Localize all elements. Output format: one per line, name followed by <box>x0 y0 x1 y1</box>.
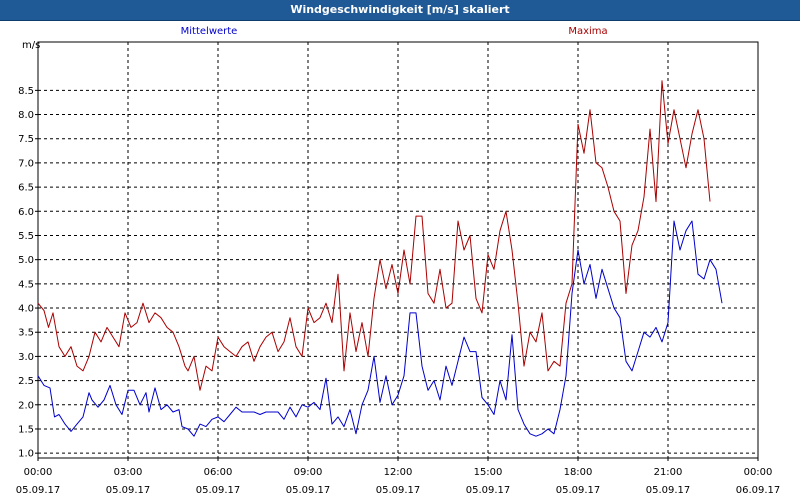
y-tick-label: 1.5 <box>18 424 34 435</box>
x-tick-date-label: 06.09.17 <box>736 485 781 496</box>
x-tick-time-label: 15:00 <box>474 467 503 478</box>
x-tick-time-label: 09:00 <box>294 467 323 478</box>
chart-title: Windgeschwindigkeit [m/s] skaliert <box>290 3 510 16</box>
x-tick-time-label: 00:00 <box>24 467 53 478</box>
legend-maxima: Maxima <box>568 26 607 37</box>
legend-mittelwerte: Mittelwerte <box>181 26 238 37</box>
window-title-bar: Windgeschwindigkeit [m/s] skaliert <box>0 0 800 21</box>
x-tick-time-label: 12:00 <box>384 467 413 478</box>
x-tick-time-label: 03:00 <box>114 467 143 478</box>
y-tick-label: 4.5 <box>18 279 34 290</box>
x-tick-date-label: 05.09.17 <box>16 485 61 496</box>
y-tick-label: 5.5 <box>18 231 34 242</box>
y-tick-label: 7.0 <box>18 158 34 169</box>
x-tick-date-label: 05.09.17 <box>106 485 151 496</box>
x-tick-time-label: 06:00 <box>204 467 233 478</box>
y-tick-label: 5.0 <box>18 255 34 266</box>
y-tick-label: 3.5 <box>18 328 34 339</box>
plot-area <box>37 41 759 459</box>
x-tick-date-label: 05.09.17 <box>286 485 331 496</box>
y-tick-label: 8.5 <box>18 86 34 97</box>
series-lines <box>37 80 723 437</box>
x-tick-date-label: 05.09.17 <box>376 485 421 496</box>
x-tick-time-label: 00:00 <box>744 467 773 478</box>
y-axis-unit-label: m/s <box>22 40 40 51</box>
y-tick-label: 2.5 <box>18 376 34 387</box>
y-tick-label: 2.0 <box>18 400 34 411</box>
x-tick-time-label: 21:00 <box>654 467 683 478</box>
y-tick-label: 6.5 <box>18 183 34 194</box>
x-tick-time-label: 18:00 <box>564 467 593 478</box>
mittelwerte-line <box>37 220 723 437</box>
y-tick-label: 7.5 <box>18 134 34 145</box>
x-tick-date-label: 05.09.17 <box>196 485 241 496</box>
x-tick-date-label: 05.09.17 <box>646 485 691 496</box>
y-tick-label: 4.0 <box>18 304 34 315</box>
gridlines <box>38 42 758 458</box>
y-tick-label: 1.0 <box>18 449 34 460</box>
y-tick-label: 8.0 <box>18 110 34 121</box>
y-tick-label: 3.0 <box>18 352 34 363</box>
x-tick-date-label: 05.09.17 <box>466 485 511 496</box>
axes: 1.0 1.5 2.0 2.5 3.0 3.5 4.0 4.5 5.0 5.5 6.0 6.5 7.0 7… <box>16 86 781 496</box>
y-tick-label: 6.0 <box>18 207 34 218</box>
x-tick-date-label: 05.09.17 <box>556 485 601 496</box>
maxima-line <box>37 80 711 391</box>
